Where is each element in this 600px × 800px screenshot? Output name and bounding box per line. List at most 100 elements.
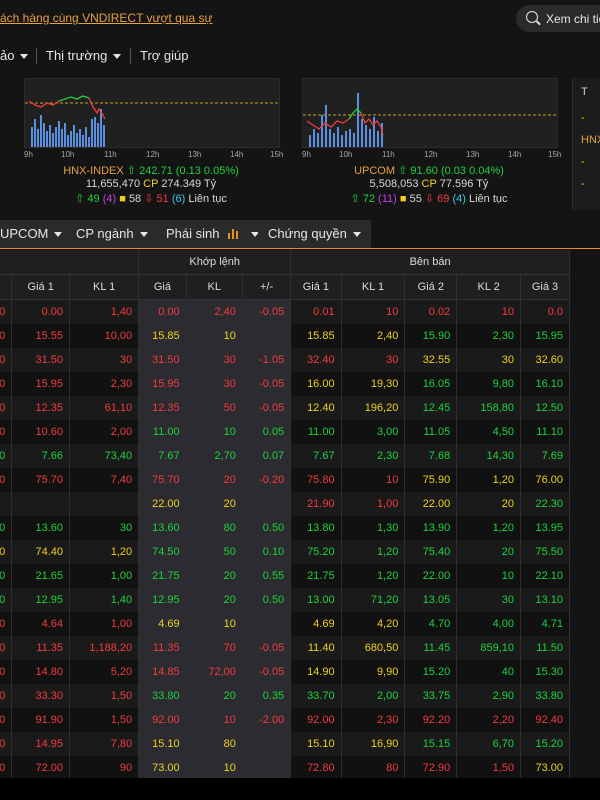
cell-buy-vol1: 1,40 bbox=[69, 299, 140, 324]
cell-sell-price1: 4.69 bbox=[290, 612, 342, 636]
col-match-price[interactable]: Giá bbox=[138, 274, 187, 300]
col-sell-vol2[interactable]: KL 2 bbox=[456, 274, 521, 300]
cell-sell-vol1: 10 bbox=[341, 299, 406, 324]
upcom-index-chart[interactable] bbox=[302, 78, 558, 148]
table-row[interactable]: 22.00 20 21.90 1,00 22.00 20 22.30 bbox=[0, 492, 571, 516]
table-row[interactable]: 8014.957,8015.108015.1016,9015.156,7015.… bbox=[0, 732, 571, 756]
filter-phai-sinh[interactable]: Phái sinh bbox=[156, 220, 269, 248]
table-row[interactable]: 4011.351,188,2011.3570-0.0511.40680,5011… bbox=[0, 636, 571, 660]
hnx-index-chart[interactable] bbox=[24, 78, 280, 148]
cell-match-price: 4.69 bbox=[138, 612, 187, 636]
cell-sell-vol1: 10 bbox=[341, 468, 406, 492]
chevron-down-icon bbox=[20, 54, 29, 60]
upcom-index-summary[interactable]: UPCOM ⇧ 91.60 (0.03 0.04%) bbox=[302, 164, 556, 177]
filter-cp-nganh[interactable]: CP ngành bbox=[66, 220, 158, 248]
cell-buy-vol1: 7,40 bbox=[69, 468, 140, 492]
col-buy-price1[interactable]: Giá 1 bbox=[11, 274, 71, 300]
cell-sell-vol1: 1,00 bbox=[341, 492, 406, 516]
table-row[interactable]: 7015.5510,0015.851015.852,4015.902,3015.… bbox=[0, 324, 571, 348]
cell-symbol: 40 bbox=[0, 636, 13, 660]
cell-match-vol: 10 bbox=[186, 420, 243, 444]
cell-match-vol: 20 bbox=[186, 588, 243, 612]
cell-sell-vol1: 2,40 bbox=[341, 324, 406, 348]
cell-buy-vol1: 30 bbox=[69, 348, 140, 372]
table-row[interactable]: 5074.401,2074.50500.1075.201,2075.402075… bbox=[0, 540, 571, 564]
table-row[interactable]: 807.6673,407.672,700.077.672,307.6814,30… bbox=[0, 444, 571, 468]
cell-match-price: 31.50 bbox=[138, 348, 187, 372]
menu-item-tro-giup[interactable]: Trợ giúp bbox=[140, 48, 189, 63]
cell-sell-price1: 72.80 bbox=[290, 756, 342, 780]
col-sell-price3[interactable]: Giá 3 bbox=[520, 274, 571, 300]
cell-sell-price1: 16.00 bbox=[290, 372, 342, 396]
filter-chung-quyen[interactable]: Chứng quyền bbox=[258, 220, 371, 248]
table-row[interactable]: 7021.651,0021.75200.5521.751,2022.001022… bbox=[0, 564, 571, 588]
cell-buy-price1: 14.95 bbox=[11, 732, 71, 756]
col-symbol[interactable] bbox=[0, 274, 13, 300]
time-tick: 12h bbox=[146, 150, 160, 159]
cell-sell-vol1: 16,90 bbox=[341, 732, 406, 756]
cell-sell-vol2: 20 bbox=[456, 492, 521, 516]
menu-divider bbox=[130, 48, 131, 64]
table-row[interactable]: 6033.301,5033.80200.3533.702,0033.752,90… bbox=[0, 684, 571, 708]
hnx-volume-line: 11,655,470 CP 274.349 Tỷ bbox=[24, 178, 278, 190]
table-row[interactable]: 5014.805,2014.8572,00-0.0514.909,9015.20… bbox=[0, 660, 571, 684]
cell-buy-price1: 72.00 bbox=[11, 756, 71, 780]
table-row[interactable]: 5015.952,3015.9530-0.0516.0019,3016.059,… bbox=[0, 372, 571, 396]
time-tick: 15h bbox=[270, 150, 284, 159]
cell-match-vol: 50 bbox=[186, 396, 243, 420]
side-dash: - bbox=[581, 112, 585, 124]
arrow-up-icon: ⇧ bbox=[398, 165, 408, 177]
cell-buy-price1: 21.65 bbox=[11, 564, 71, 588]
cell-match-price: 15.10 bbox=[138, 732, 187, 756]
table-row[interactable]: 1010.602,0011.00100.0511.003,0011.054,50… bbox=[0, 420, 571, 444]
cell-sell-price2: 75.90 bbox=[404, 468, 458, 492]
cell-change bbox=[242, 756, 292, 780]
cell-change bbox=[242, 612, 292, 636]
cell-sell-vol2: 2,90 bbox=[456, 684, 521, 708]
promo-link[interactable]: ách hàng cùng VNDIRECT vượt qua sự bbox=[0, 11, 213, 25]
hnx-volume: 11,655,470 bbox=[85, 178, 141, 190]
cell-buy-price1: 10.60 bbox=[11, 420, 71, 444]
cell-sell-vol1: 680,50 bbox=[341, 636, 406, 660]
col-sell-vol1[interactable]: KL 1 bbox=[341, 274, 406, 300]
cell-symbol: 10 bbox=[0, 588, 13, 612]
price-table: Khớp lệnh Bên bán Giá 1 KL 1 Giá KL +/- Giá 1… bbox=[0, 250, 571, 780]
search-icon bbox=[526, 11, 538, 23]
column-header-row: Giá 1 KL 1 Giá KL +/- Giá 1 KL 1 Giá 2 KL 2 Giá 3 bbox=[0, 274, 571, 300]
menu-item-bang-gia[interactable]: ảo bbox=[0, 48, 29, 63]
hnx-index-summary[interactable]: HNX-INDEX ⇧ 242.71 (0.13 0.05%) bbox=[24, 164, 278, 177]
cell-symbol: 70 bbox=[0, 324, 13, 348]
menu-item-thi-truong[interactable]: Thị trường bbox=[46, 48, 122, 63]
cell-sell-vol1: 196,20 bbox=[341, 396, 406, 420]
filter-upcom[interactable]: UPCOM bbox=[0, 220, 73, 248]
time-tick: 9h bbox=[302, 150, 311, 159]
arrow-up-icon: ⇧ bbox=[75, 193, 85, 205]
table-row[interactable]: 6091.901,5092.0010-2.0092.002,3092.202,2… bbox=[0, 708, 571, 732]
cell-buy-price1: 31.50 bbox=[11, 348, 71, 372]
table-row[interactable]: 1012.951,4012.95200.5013.0071,2013.05301… bbox=[0, 588, 571, 612]
square-icon: ■ bbox=[119, 193, 126, 205]
cell-symbol: 70 bbox=[0, 564, 13, 588]
col-sell-price1[interactable]: Giá 1 bbox=[290, 274, 342, 300]
cell-sell-price2: 22.00 bbox=[404, 492, 458, 516]
cell-sell-price3: 12.50 bbox=[520, 396, 571, 420]
table-row[interactable]: 6075.707,4075.7020-0.2075.801075.901,207… bbox=[0, 468, 571, 492]
cell-sell-vol2: 10 bbox=[456, 299, 521, 324]
cell-sell-vol1: 80 bbox=[341, 756, 406, 780]
col-change[interactable]: +/- bbox=[242, 274, 292, 300]
cell-sell-price3: 15.20 bbox=[520, 732, 571, 756]
cell-sell-vol2: 6,70 bbox=[456, 732, 521, 756]
cell-symbol: 10 bbox=[0, 756, 13, 780]
col-sell-price2[interactable]: Giá 2 bbox=[404, 274, 458, 300]
col-match-vol[interactable]: KL bbox=[186, 274, 243, 300]
table-row[interactable]: 5013.603013.60800.5013.801,3013.901,2013… bbox=[0, 516, 571, 540]
col-buy-vol1[interactable]: KL 1 bbox=[69, 274, 140, 300]
cell-buy-price1: 13.60 bbox=[11, 516, 71, 540]
search-box[interactable]: Xem chi tiết bbox=[516, 5, 600, 32]
table-row[interactable]: 0012.3561,1012.3550-0.0512.40196,2012.45… bbox=[0, 396, 571, 420]
cell-sell-vol1: 1,20 bbox=[341, 564, 406, 588]
